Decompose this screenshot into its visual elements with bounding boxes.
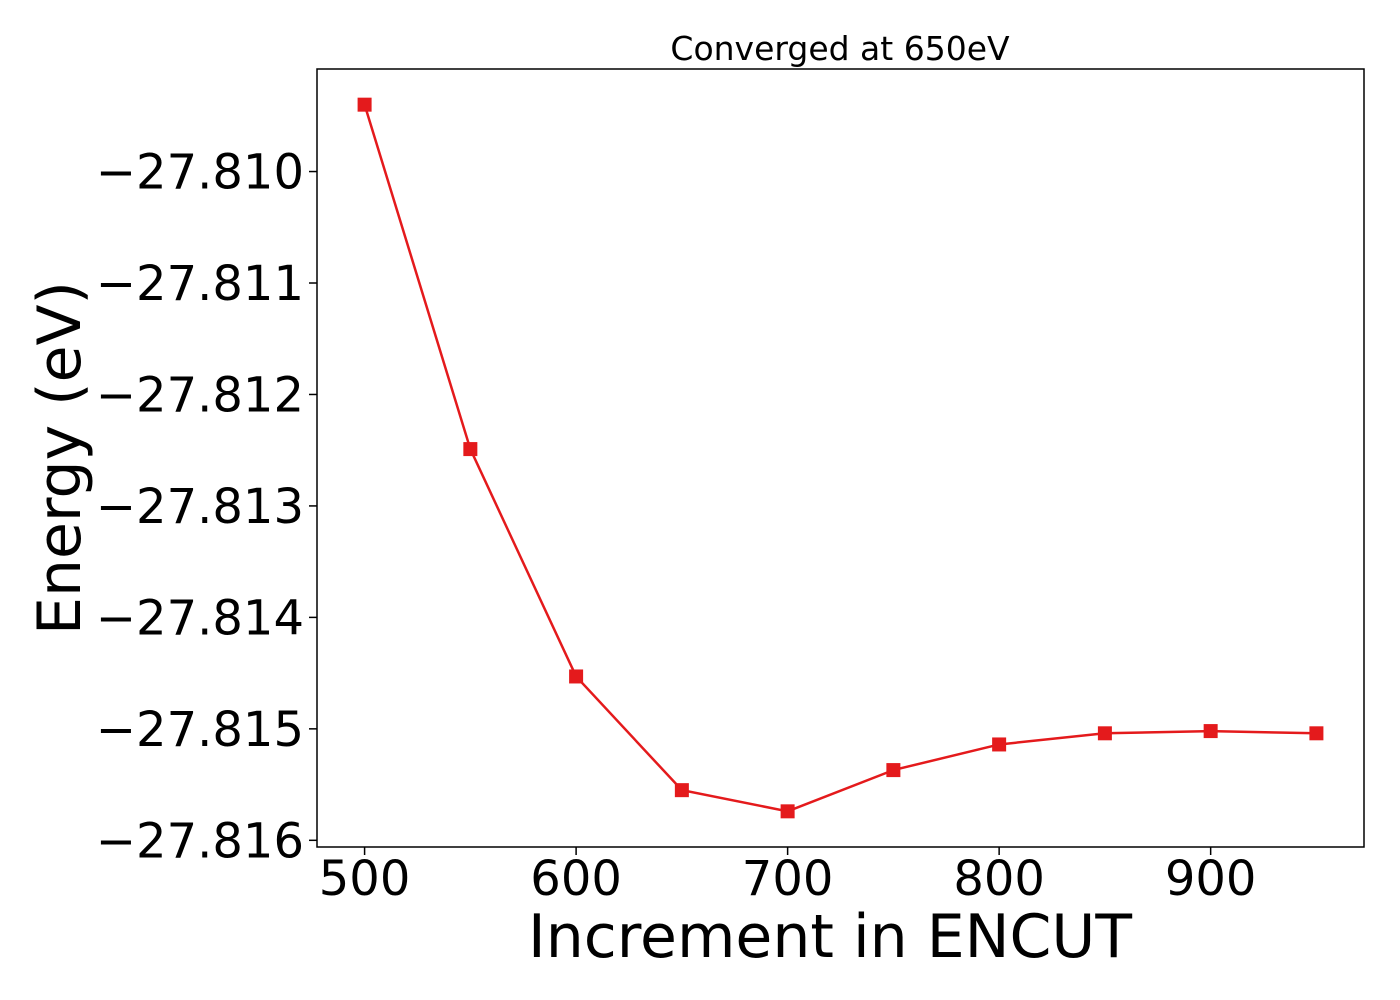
x-axis-label: Increment in ENCUT	[528, 902, 1132, 972]
chart-title: Converged at 650eV	[670, 29, 1010, 68]
y-axis: −27.810 −27.811 −27.812 −27.813 −27.814 −27.8…	[96, 145, 317, 869]
x-tick-label: 800	[953, 851, 1045, 907]
x-axis: 500 600 700 800 900	[319, 847, 1257, 907]
y-tick-label: −27.815	[96, 702, 304, 758]
data-point	[886, 763, 901, 778]
data-point	[674, 783, 689, 798]
x-tick-label: 900	[1165, 851, 1257, 907]
data-point	[357, 97, 372, 112]
data-point	[780, 804, 795, 819]
data-point	[1203, 724, 1218, 739]
x-tick-label: 600	[530, 851, 622, 907]
y-tick-label: −27.816	[96, 813, 304, 869]
data-point	[569, 669, 584, 684]
y-tick-label: −27.811	[96, 256, 304, 312]
y-tick-label: −27.813	[96, 479, 304, 535]
y-tick-label: −27.812	[96, 367, 304, 423]
data-point	[1097, 726, 1112, 741]
y-tick-label: −27.814	[96, 590, 304, 646]
y-tick-label: −27.810	[96, 145, 304, 201]
x-tick-label: 500	[319, 851, 411, 907]
series-line	[363, 104, 1317, 813]
y-axis-label: Energy (eV)	[25, 281, 95, 635]
data-point	[992, 737, 1007, 752]
plot-area	[357, 97, 1324, 819]
x-tick-label: 700	[742, 851, 834, 907]
plot-frame	[316, 68, 1365, 848]
data-point	[463, 442, 478, 457]
data-point	[1309, 726, 1324, 741]
